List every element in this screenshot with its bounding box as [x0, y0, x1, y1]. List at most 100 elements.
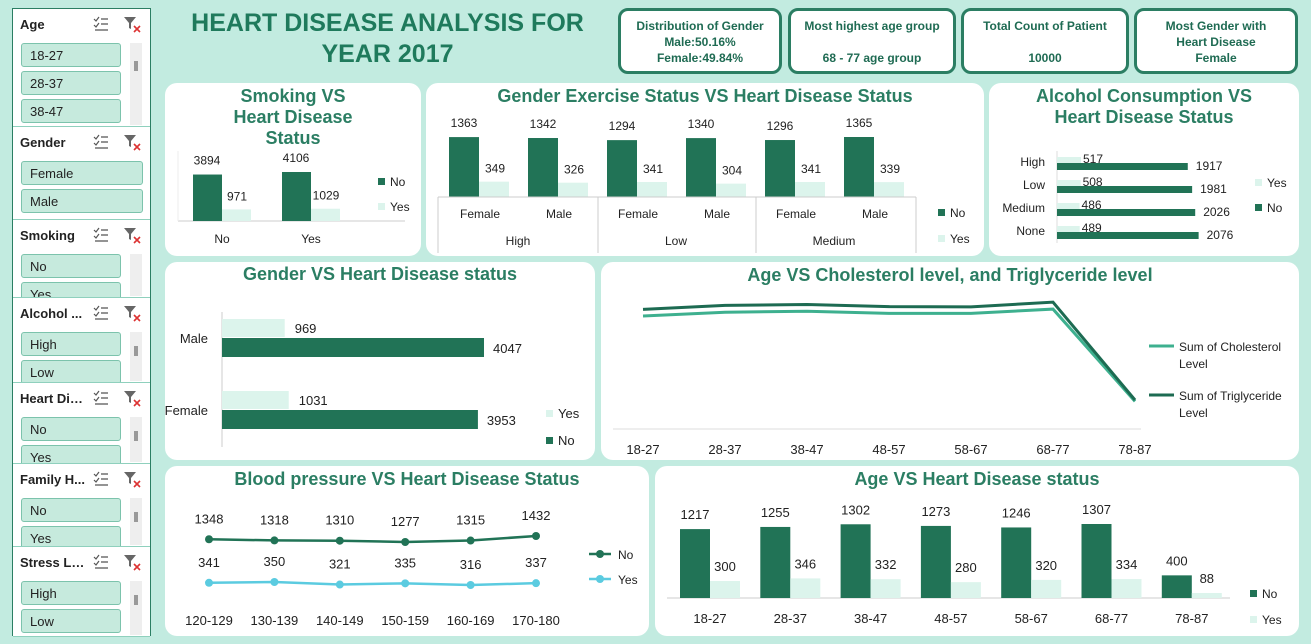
tick-label: None	[1016, 224, 1045, 238]
chart-title: Alcohol Consumption VS Heart Disease Sta…	[1036, 86, 1252, 127]
tick-label: 170-180	[512, 613, 560, 628]
bar-yes	[1057, 226, 1080, 232]
slicer-scrollbar[interactable]	[130, 332, 142, 381]
panel-blood-pressure: Blood pressure VS Heart Disease Status 1…	[165, 466, 649, 636]
data-label: 969	[295, 321, 317, 336]
slicer-5[interactable]: Family H... No Yes	[13, 464, 150, 547]
bar-yes	[716, 183, 746, 197]
slicer-item[interactable]: Male	[21, 189, 143, 213]
legend-no-label: No	[1267, 201, 1283, 215]
bar-no	[680, 529, 710, 598]
clear-filter-icon[interactable]	[123, 226, 141, 244]
series-marker	[205, 578, 213, 587]
data-label: 316	[460, 557, 482, 572]
data-label: 280	[955, 560, 977, 575]
legend-yes-swatch	[1250, 616, 1257, 623]
data-label: 486	[1082, 198, 1102, 212]
multi-select-icon[interactable]	[92, 389, 110, 407]
clear-filter-icon[interactable]	[123, 470, 141, 488]
tick-label: 120-129	[185, 613, 233, 628]
slicer-1[interactable]: Gender Female Male	[13, 127, 150, 220]
slicer-scrollbar[interactable]	[130, 581, 142, 635]
series-line-1	[642, 300, 1137, 401]
bar-no	[222, 338, 484, 357]
series-marker	[270, 578, 279, 586]
bar-no	[222, 410, 478, 429]
legend-no-swatch	[1255, 204, 1262, 211]
scrollbar-thumb[interactable]	[134, 512, 138, 522]
bar-yes	[558, 182, 588, 197]
legend-no-label: No	[390, 175, 406, 189]
data-label: 3953	[487, 413, 516, 428]
slicer-2[interactable]: Smoking No Yes	[13, 220, 150, 298]
bar-no	[844, 137, 874, 197]
slicer-4[interactable]: Heart Dis... No Yes	[13, 383, 150, 464]
panel-age: Age VS Heart Disease status 1217 300 18-27…	[655, 466, 1299, 636]
legend-yes-label: Yes	[618, 573, 638, 587]
slicer-item[interactable]: Yes	[21, 282, 121, 297]
data-label: 350	[264, 554, 286, 569]
slicer-title: Stress Le...	[20, 555, 86, 570]
scrollbar-thumb[interactable]	[134, 61, 138, 71]
multi-select-icon[interactable]	[92, 553, 110, 571]
slicer-scrollbar[interactable]	[130, 254, 142, 296]
bar-yes	[222, 319, 285, 337]
data-label: 1029	[313, 189, 340, 203]
bar-no	[686, 138, 716, 197]
clear-filter-icon[interactable]	[123, 15, 141, 33]
data-label: 1432	[522, 508, 551, 523]
slicer-item[interactable]: 38-47	[21, 99, 121, 123]
bar-yes	[1191, 593, 1222, 598]
slicer-0[interactable]: Age 18-27 28-37 38-47	[13, 9, 150, 127]
slicer-item[interactable]: No	[21, 254, 121, 278]
data-label: 1273	[921, 504, 950, 519]
slicer-item[interactable]: Low	[21, 609, 121, 633]
scrollbar-thumb[interactable]	[134, 431, 138, 441]
data-label: 1365	[846, 116, 873, 130]
slicer-item[interactable]: Yes	[21, 445, 121, 463]
data-label: 326	[564, 163, 584, 177]
legend-yes-label: Yes	[1262, 613, 1282, 627]
series-marker	[401, 579, 410, 588]
slicer-item[interactable]: 28-37	[21, 71, 121, 95]
legend-yes-label: Yes	[558, 406, 580, 421]
slicer-item[interactable]: No	[21, 417, 121, 441]
dashboard-title: HEART DISEASE ANALYSIS FOR YEAR 2017	[191, 9, 584, 68]
legend-no-swatch	[1250, 590, 1257, 597]
slicer-panel: Age 18-27 28-37 38-47 Gender Female Male Smokin…	[12, 8, 151, 637]
scrollbar-thumb[interactable]	[134, 595, 138, 605]
legend-no-label: No	[618, 548, 634, 562]
slicer-item[interactable]: Female	[21, 161, 143, 185]
multi-select-icon[interactable]	[92, 226, 110, 244]
tick-label: No	[214, 232, 230, 246]
multi-select-icon[interactable]	[92, 133, 110, 151]
tick-label: 68-77	[1036, 442, 1069, 457]
slicer-scrollbar[interactable]	[130, 43, 142, 125]
clear-filter-icon[interactable]	[123, 389, 141, 407]
slicer-item[interactable]: High	[21, 581, 121, 605]
multi-select-icon[interactable]	[92, 15, 110, 33]
slicer-item[interactable]: No	[21, 498, 121, 522]
clear-filter-icon[interactable]	[123, 133, 141, 151]
slicer-title: Heart Dis...	[20, 391, 86, 406]
legend-yes-label: Yes	[390, 200, 410, 214]
slicer-item[interactable]: 18-27	[21, 43, 121, 67]
clear-filter-icon[interactable]	[123, 553, 141, 571]
chart-title: Blood pressure VS Heart Disease Status	[234, 469, 580, 489]
slicer-scrollbar[interactable]	[130, 417, 142, 462]
data-label: 1348	[195, 511, 224, 526]
slicer-item[interactable]: Low	[21, 360, 121, 382]
clear-filter-icon[interactable]	[123, 304, 141, 322]
legend-no-swatch	[546, 437, 553, 444]
data-label: 1294	[609, 119, 636, 133]
bar-no	[1057, 186, 1193, 193]
slicer-item[interactable]: Yes	[21, 526, 121, 546]
multi-select-icon[interactable]	[92, 304, 110, 322]
scrollbar-thumb[interactable]	[134, 346, 138, 356]
slicer-6[interactable]: Stress Le... High Low	[13, 547, 150, 637]
multi-select-icon[interactable]	[92, 470, 110, 488]
slicer-3[interactable]: Alcohol ... High Low	[13, 298, 150, 383]
slicer-item[interactable]: High	[21, 332, 121, 356]
slicer-scrollbar[interactable]	[130, 498, 142, 545]
tick-label: Male	[546, 207, 572, 221]
